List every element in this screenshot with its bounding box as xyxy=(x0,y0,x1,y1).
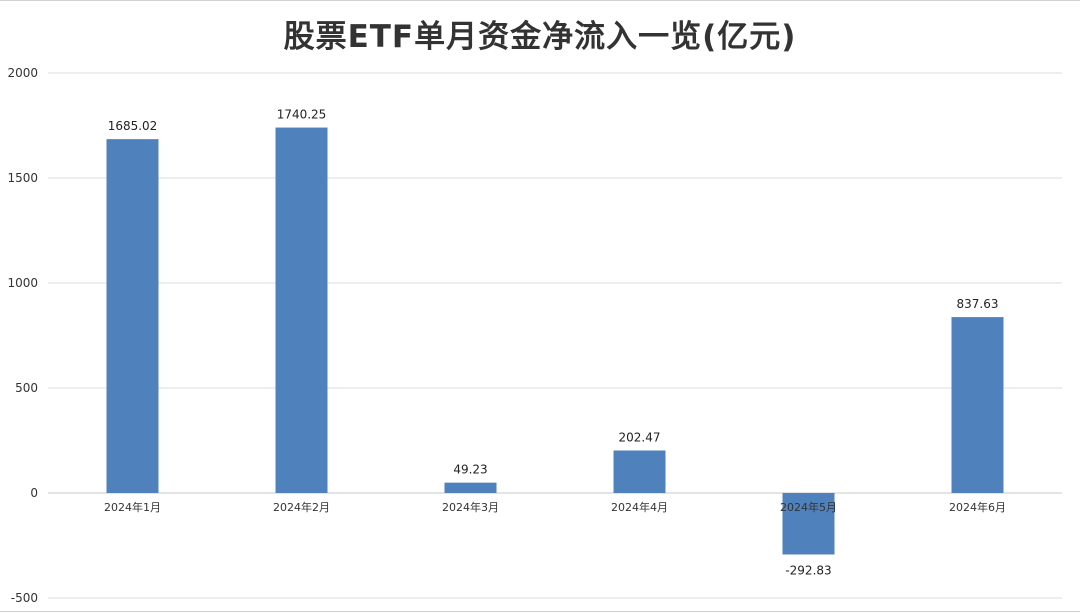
data-label: 49.23 xyxy=(453,463,487,477)
data-label: 837.63 xyxy=(957,297,999,311)
y-tick-label: 0 xyxy=(30,486,38,500)
x-tick-label: 2024年2月 xyxy=(273,500,330,514)
data-label: -292.83 xyxy=(785,563,831,577)
bar xyxy=(613,450,666,493)
x-tick-label: 2024年1月 xyxy=(104,500,161,514)
x-tick-label: 2024年6月 xyxy=(949,500,1006,514)
data-label: 202.47 xyxy=(619,430,661,444)
x-tick-label: 2024年5月 xyxy=(780,500,837,514)
data-label: 1685.02 xyxy=(108,119,158,133)
y-tick-label: 500 xyxy=(15,381,38,395)
bar xyxy=(951,317,1004,493)
y-tick-label: 1500 xyxy=(7,171,38,185)
bar xyxy=(444,482,497,493)
y-tick-label: 2000 xyxy=(7,66,38,80)
chart-title: 股票ETF单月资金净流入一览(亿元) xyxy=(283,19,797,55)
bar xyxy=(782,493,835,555)
data-label: 1740.25 xyxy=(277,108,327,122)
x-tick-label: 2024年3月 xyxy=(442,500,499,514)
y-tick-label: -500 xyxy=(11,591,38,605)
y-tick-label: 1000 xyxy=(7,276,38,290)
x-tick-label: 2024年4月 xyxy=(611,500,668,514)
bar xyxy=(275,127,328,494)
bar xyxy=(106,139,159,493)
